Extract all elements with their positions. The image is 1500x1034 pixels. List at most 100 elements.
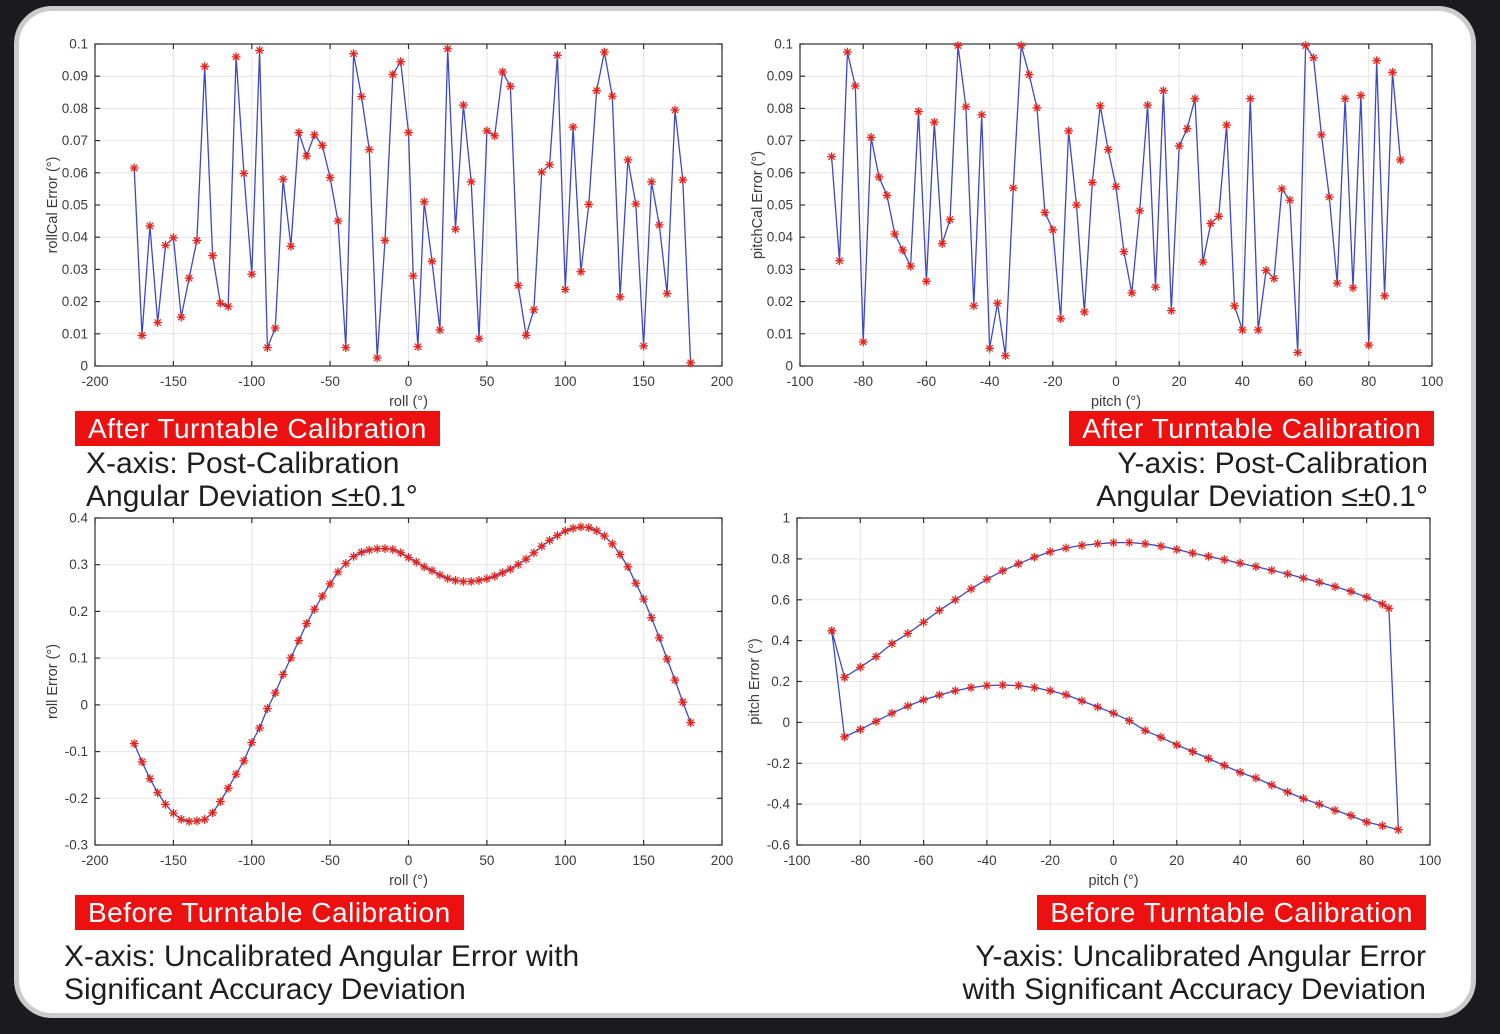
svg-text:20: 20	[1172, 374, 1187, 389]
svg-text:0: 0	[80, 359, 88, 374]
svg-text:0.4: 0.4	[771, 633, 790, 648]
svg-text:0.05: 0.05	[767, 198, 793, 213]
svg-text:100: 100	[554, 374, 577, 389]
svg-text:rollCal Error (°): rollCal Error (°)	[45, 157, 61, 254]
svg-text:0.08: 0.08	[767, 101, 793, 116]
svg-text:-80: -80	[851, 853, 871, 868]
svg-text:60: 60	[1298, 374, 1313, 389]
svg-text:0.1: 0.1	[69, 651, 88, 666]
svg-text:0.02: 0.02	[767, 294, 793, 309]
svg-text:100: 100	[1419, 853, 1442, 868]
svg-text:-40: -40	[977, 853, 997, 868]
caption-line: Significant Accuracy Deviation	[64, 973, 466, 1006]
svg-text:80: 80	[1361, 374, 1376, 389]
svg-text:0.01: 0.01	[62, 326, 88, 341]
svg-text:pitch (°): pitch (°)	[1088, 873, 1138, 889]
banner-before-calibration-left: Before Turntable Calibration	[75, 895, 464, 930]
svg-text:-0.1: -0.1	[65, 744, 88, 759]
svg-text:0: 0	[1112, 374, 1120, 389]
caption-post-calibration-y: Y-axis: Post-Calibration Angular Deviati…	[1096, 447, 1428, 513]
svg-text:-100: -100	[238, 853, 265, 868]
svg-text:roll (°): roll (°)	[389, 394, 428, 410]
svg-text:-0.2: -0.2	[767, 756, 790, 771]
svg-text:pitchCal Error (°): pitchCal Error (°)	[750, 151, 766, 259]
svg-text:0.05: 0.05	[62, 198, 88, 213]
svg-text:-200: -200	[81, 853, 108, 868]
svg-text:-50: -50	[320, 853, 340, 868]
caption-line: Angular Deviation ≤±0.1°	[86, 480, 418, 513]
svg-text:-100: -100	[783, 853, 810, 868]
svg-text:150: 150	[632, 374, 655, 389]
svg-text:80: 80	[1359, 853, 1374, 868]
svg-text:150: 150	[632, 853, 655, 868]
svg-text:0: 0	[80, 697, 88, 712]
caption-line: Y-axis: Post-Calibration	[1117, 447, 1428, 480]
caption-line: X-axis: Post-Calibration	[86, 447, 400, 480]
svg-text:0.04: 0.04	[767, 230, 794, 245]
svg-text:200: 200	[711, 374, 734, 389]
svg-text:-60: -60	[917, 374, 937, 389]
svg-text:pitch Error (°): pitch Error (°)	[747, 638, 763, 724]
caption-post-calibration-x: X-axis: Post-Calibration Angular Deviati…	[86, 447, 418, 513]
svg-text:40: 40	[1235, 374, 1250, 389]
svg-text:0.1: 0.1	[69, 37, 88, 52]
svg-text:40: 40	[1233, 853, 1248, 868]
svg-text:50: 50	[479, 853, 494, 868]
chart-pitchcal-error-after-calibration: -100 -80 -60 -40 -20 0 20 40 60 80 100 0 0.01 0.02 0.0…	[744, 32, 1446, 414]
svg-text:100: 100	[554, 853, 577, 868]
svg-text:roll Error (°): roll Error (°)	[45, 644, 61, 719]
svg-text:-0.2: -0.2	[65, 791, 88, 806]
svg-text:100: 100	[1421, 374, 1444, 389]
svg-text:0.09: 0.09	[62, 69, 88, 84]
chart-pitch-error-before-calibration: -100 -80 -60 -40 -20 0 20 40 60 80 100 -0.6 -0.4 -0.2…	[741, 506, 1444, 893]
svg-text:0.07: 0.07	[767, 133, 793, 148]
svg-text:0.06: 0.06	[767, 165, 793, 180]
svg-text:60: 60	[1296, 853, 1311, 868]
caption-line: X-axis: Uncalibrated Angular Error with	[64, 940, 580, 973]
figure-card	[14, 6, 1476, 1018]
caption-line: with Significant Accuracy Deviation	[962, 973, 1426, 1006]
svg-text:-60: -60	[914, 853, 934, 868]
svg-text:0.2: 0.2	[69, 604, 88, 619]
svg-text:20: 20	[1169, 853, 1184, 868]
svg-text:0.06: 0.06	[62, 165, 88, 180]
svg-text:0.2: 0.2	[771, 674, 790, 689]
svg-text:pitch (°): pitch (°)	[1091, 394, 1141, 410]
svg-text:0.6: 0.6	[771, 592, 790, 607]
svg-text:0.4: 0.4	[69, 511, 88, 526]
banner-before-calibration-right: Before Turntable Calibration	[1037, 895, 1426, 930]
svg-text:-150: -150	[160, 374, 187, 389]
banner-after-calibration-left: After Turntable Calibration	[75, 411, 440, 446]
svg-text:0.3: 0.3	[69, 557, 88, 572]
svg-text:-0.4: -0.4	[767, 797, 791, 812]
svg-text:roll (°): roll (°)	[389, 873, 428, 889]
svg-text:0.03: 0.03	[62, 262, 88, 277]
svg-text:-50: -50	[320, 374, 340, 389]
caption-uncalibrated-x: X-axis: Uncalibrated Angular Error with …	[64, 940, 579, 1006]
svg-text:50: 50	[479, 374, 494, 389]
caption-line: Y-axis: Uncalibrated Angular Error	[975, 940, 1426, 973]
svg-text:-200: -200	[81, 374, 108, 389]
svg-text:0.8: 0.8	[771, 551, 790, 566]
chart-rollcal-error-after-calibration: -200 -150 -100 -50 0 50 100 150 200 0 0.01 0.02 0.03…	[39, 32, 736, 414]
svg-text:0.08: 0.08	[62, 101, 88, 116]
svg-text:0.01: 0.01	[767, 326, 793, 341]
svg-text:0.09: 0.09	[767, 69, 793, 84]
svg-text:-0.6: -0.6	[767, 838, 790, 853]
svg-text:-40: -40	[980, 374, 1000, 389]
banner-after-calibration-right: After Turntable Calibration	[1069, 411, 1434, 446]
chart-roll-error-before-calibration: -200 -150 -100 -50 0 50 100 150 200 -0.3 -0.2 -0.1 0…	[39, 506, 736, 893]
svg-text:0: 0	[782, 715, 790, 730]
svg-text:0.04: 0.04	[62, 230, 89, 245]
svg-text:-100: -100	[238, 374, 265, 389]
caption-uncalibrated-y: Y-axis: Uncalibrated Angular Error with …	[962, 940, 1426, 1006]
svg-text:0.1: 0.1	[774, 37, 793, 52]
svg-text:-80: -80	[853, 374, 873, 389]
caption-line: Angular Deviation ≤±0.1°	[1096, 480, 1428, 513]
svg-text:1: 1	[782, 511, 790, 526]
svg-text:0: 0	[785, 359, 793, 374]
svg-text:0: 0	[405, 374, 413, 389]
svg-text:0: 0	[1110, 853, 1118, 868]
svg-text:0.07: 0.07	[62, 133, 88, 148]
